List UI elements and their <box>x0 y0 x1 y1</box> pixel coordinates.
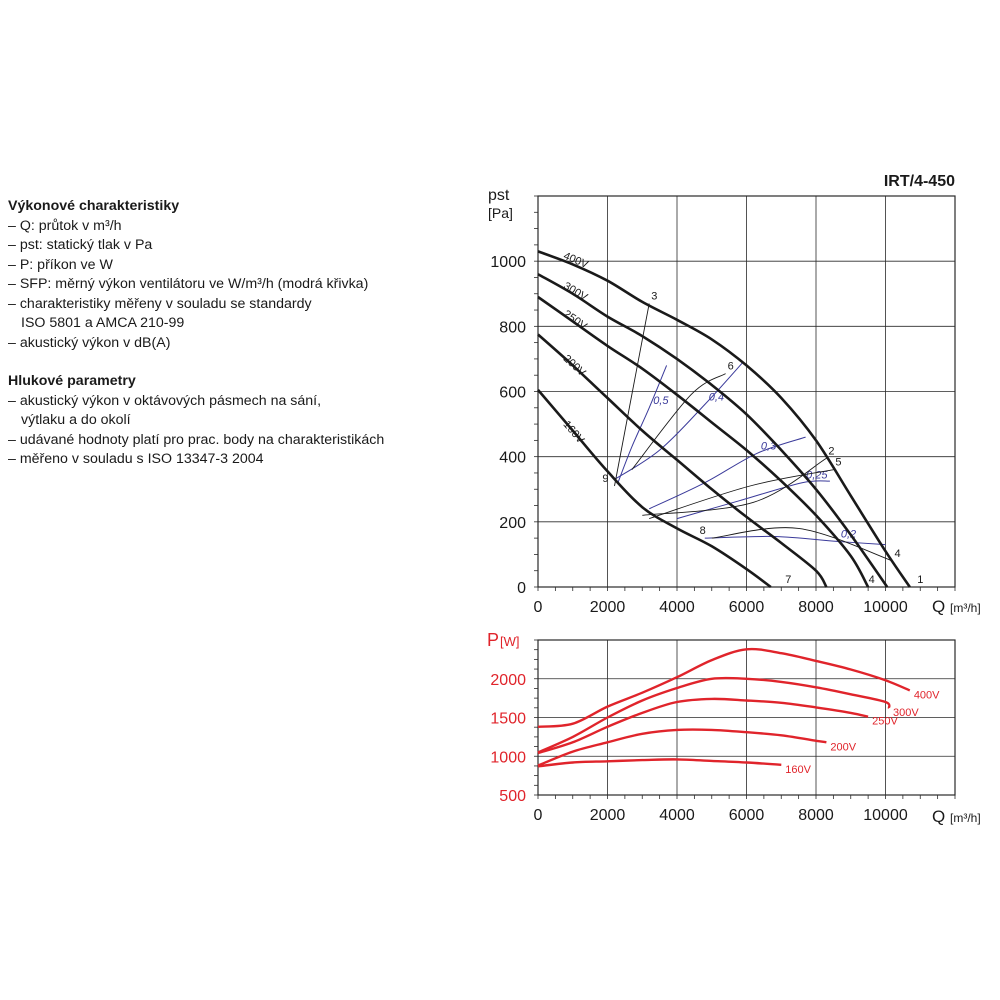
y-axis-unit: [Pa] <box>488 205 513 221</box>
legend-line-standards: – charakteristiky měřeny v souladu se st… <box>8 295 312 312</box>
legend-line-octave-cont: výtlaku a do okolí <box>21 412 131 428</box>
power-x-tick-label: 0 <box>534 807 543 824</box>
power-y-axis-unit: [W] <box>500 634 520 649</box>
operating-point-label: 8 <box>700 525 706 537</box>
legend-line-pressure: – pst: statický tlak v Pa <box>8 237 153 253</box>
legend-title-performance: Výkonové charakteristiky <box>8 198 180 214</box>
pressure-y-tick-label: 400 <box>499 450 526 467</box>
series-label: 300V <box>561 280 590 304</box>
pressure-curve <box>537 295 870 588</box>
legend-line-iso13347: – měřeno v souladu s ISO 13347-3 2004 <box>8 451 264 467</box>
x-axis-label: Q <box>932 597 945 616</box>
power-x-axis-unit: [m³/h] <box>950 811 981 825</box>
sfp-curve <box>614 361 744 480</box>
sfp-label: 0,4 <box>709 392 724 404</box>
system-curve <box>631 373 726 470</box>
pressure-y-tick-label: 800 <box>499 319 526 336</box>
pressure-curve <box>537 389 772 589</box>
operating-point-label: 4 <box>869 574 875 586</box>
sfp-label: 0,25 <box>806 470 828 482</box>
power-y-tick-label: 500 <box>499 788 526 805</box>
operating-point-label: 3 <box>651 291 657 303</box>
system-curve <box>642 457 827 516</box>
pressure-x-tick-label: 2000 <box>590 599 626 616</box>
power-curve <box>537 676 891 754</box>
pressure-y-tick-label: 0 <box>517 580 526 597</box>
sfp-curve <box>648 436 806 510</box>
legend-line-sfp: – SFP: měrný výkon ventilátoru ve W/m³/h… <box>8 276 369 292</box>
power-x-axis-label: Q <box>932 807 945 826</box>
chart-title: IRT/4-450 <box>884 173 955 190</box>
pressure-y-tick-label: 1000 <box>490 254 526 271</box>
power-y-tick-label: 2000 <box>490 672 526 689</box>
power-curve <box>537 697 869 755</box>
power-x-tick-label: 2000 <box>590 807 626 824</box>
operating-point-label: 4 <box>894 548 900 560</box>
power-series-label: 400V <box>914 689 940 701</box>
power-x-tick-label: 4000 <box>659 807 695 824</box>
x-axis-unit: [m³/h] <box>950 601 981 615</box>
power-curve <box>537 728 827 767</box>
pressure-curve <box>537 333 828 588</box>
legend-title-noise: Hlukové parametry <box>8 373 136 389</box>
operating-point-label: 2 <box>828 445 834 457</box>
legend-line-octave: – akustický výkon v oktávových pásmech n… <box>8 392 322 409</box>
legend-line-values: – udávané hodnoty platí pro prac. body n… <box>8 431 385 448</box>
pressure-curve <box>537 273 889 588</box>
power-y-tick-label: 1000 <box>490 749 526 766</box>
pressure-y-tick-label: 600 <box>499 385 526 402</box>
legend-line-power: – P: příkon ve W <box>8 256 113 273</box>
operating-point-label: 7 <box>785 574 791 586</box>
power-y-tick-label: 1500 <box>490 711 526 728</box>
pressure-chart: 0 2000 4000 6000 8000 10000 0 200 400 600 800 1000 I… <box>488 173 981 616</box>
pressure-x-tick-label: 4000 <box>659 599 695 616</box>
legend-panel: Výkonové charakteristiky – Q: průtok v m… <box>8 197 448 470</box>
series-label: 400V <box>562 250 591 271</box>
power-series-label: 250V <box>872 716 898 728</box>
system-curve <box>649 469 834 520</box>
pressure-x-tick-label: 6000 <box>729 599 765 616</box>
power-x-tick-label: 6000 <box>729 807 765 824</box>
power-series-label: 200V <box>830 741 856 753</box>
power-x-tick-label: 8000 <box>798 807 834 824</box>
pressure-curve <box>537 250 911 588</box>
legend-line-iso: ISO 5801 a AMCA 210-99 <box>21 315 185 331</box>
system-curve <box>614 303 650 487</box>
operating-point-label: 1 <box>917 574 923 586</box>
system-curve <box>711 527 893 562</box>
sfp-curve <box>617 365 668 483</box>
power-curve <box>537 647 911 728</box>
power-chart: 0 2000 4000 6000 8000 10000 500 1000 1500 2000 P [W… <box>487 630 981 826</box>
operating-point-label: 5 <box>835 457 841 469</box>
power-y-axis-label: P <box>487 630 499 650</box>
sfp-label: 0,3 <box>761 440 777 452</box>
legend-line-acoustic: – akustický výkon v dB(A) <box>8 334 171 351</box>
power-x-tick-label: 10000 <box>863 807 908 824</box>
sfp-curve <box>676 480 830 520</box>
sfp-curve <box>704 535 886 546</box>
pressure-y-tick-label: 200 <box>499 515 526 532</box>
pressure-x-tick-label: 8000 <box>798 599 834 616</box>
y-axis-label: pst <box>488 187 510 204</box>
power-curve <box>537 758 782 768</box>
pressure-x-tick-label: 0 <box>534 599 543 616</box>
pressure-x-tick-label: 10000 <box>863 599 908 616</box>
sfp-label: 0,5 <box>653 395 669 407</box>
power-series-label: 160V <box>785 764 811 776</box>
power-series-label: 300V <box>893 707 919 719</box>
operating-point-label: 6 <box>728 361 734 373</box>
legend-line-flow: – Q: průtok v m³/h <box>8 217 122 234</box>
operating-point-label: 9 <box>602 473 608 485</box>
